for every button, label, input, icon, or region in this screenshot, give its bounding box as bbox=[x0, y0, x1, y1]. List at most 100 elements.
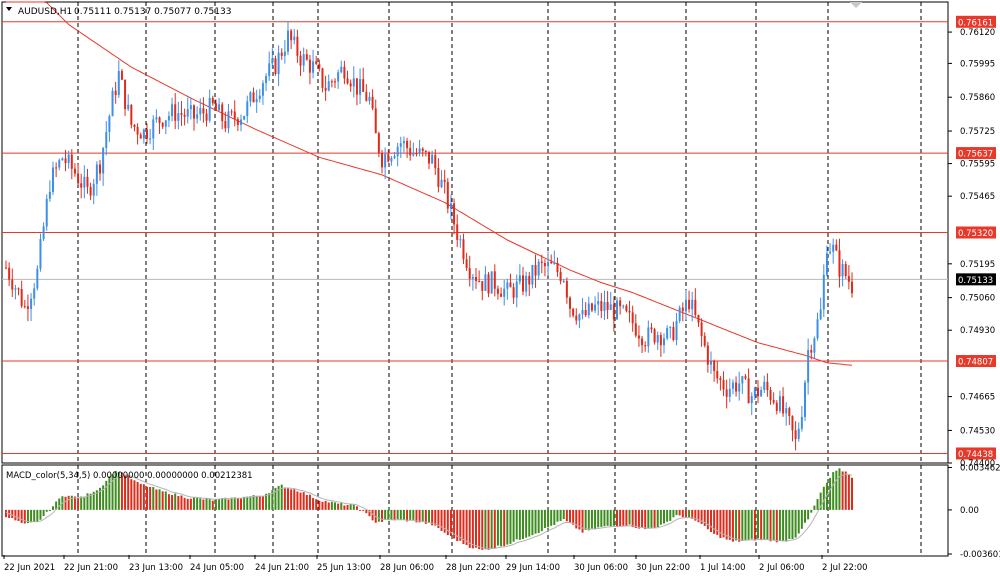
candle-body bbox=[666, 328, 669, 339]
macd-bar bbox=[120, 472, 123, 510]
candle-body bbox=[114, 90, 117, 95]
candle-body bbox=[537, 261, 540, 276]
macd-label: MACD_color(5,34,5) 0.00000000 0.00000000… bbox=[6, 471, 253, 481]
macd-bar bbox=[127, 475, 130, 510]
candle-body bbox=[431, 154, 434, 164]
candle-body bbox=[120, 71, 123, 80]
candle-body bbox=[697, 314, 700, 323]
macd-bar bbox=[183, 497, 186, 510]
macd-bar bbox=[393, 509, 396, 521]
macd-bar bbox=[340, 503, 343, 510]
candle-body bbox=[700, 322, 703, 336]
macd-bar bbox=[622, 509, 625, 526]
candle-body bbox=[612, 304, 615, 320]
candle-body bbox=[171, 104, 174, 117]
candle-body bbox=[274, 58, 277, 74]
candle-body bbox=[825, 253, 828, 275]
candle-body bbox=[747, 378, 750, 404]
candle-body bbox=[468, 268, 471, 279]
candle-body bbox=[832, 244, 835, 252]
scroll-marker-icon[interactable] bbox=[850, 2, 862, 8]
candle-body bbox=[493, 271, 496, 289]
macd-bar bbox=[659, 509, 662, 525]
time-tick-label: 22 Jun 2021 bbox=[4, 563, 55, 573]
candle-body bbox=[130, 104, 133, 125]
time-axis: 22 Jun 2021 22 Jun 21:00 23 Jun 13:00 24 Ju… bbox=[3, 555, 868, 573]
macd-bar bbox=[656, 509, 659, 528]
macd-bar bbox=[305, 494, 308, 510]
dropdown-arrow-icon[interactable] bbox=[6, 7, 12, 11]
candle-body bbox=[822, 274, 825, 310]
candle-body bbox=[841, 264, 844, 277]
candle-body bbox=[92, 183, 95, 196]
time-tick-label: 23 Jun 13:00 bbox=[129, 563, 183, 573]
candle-body bbox=[628, 310, 631, 313]
macd-bar bbox=[17, 509, 20, 521]
macd-bar bbox=[619, 509, 622, 527]
time-tick-label: 25 Jun 13:00 bbox=[317, 563, 371, 573]
candle-body bbox=[117, 71, 120, 95]
candle-body bbox=[813, 338, 816, 353]
macd-bar bbox=[562, 509, 565, 520]
macd-bar bbox=[569, 509, 571, 523]
macd-bar bbox=[597, 509, 600, 528]
macd-bar bbox=[399, 509, 402, 520]
candle-body bbox=[124, 79, 127, 110]
candle-body bbox=[681, 307, 684, 312]
macd-bar bbox=[719, 509, 722, 539]
level-label: 0.75637 bbox=[958, 150, 993, 160]
candle-body bbox=[33, 288, 36, 299]
macd-bar bbox=[224, 497, 227, 510]
candle-body bbox=[384, 154, 387, 168]
candle-body bbox=[453, 203, 456, 225]
macd-bar bbox=[308, 494, 311, 510]
macd-bar bbox=[352, 504, 355, 510]
candle-body bbox=[725, 389, 728, 397]
macd-bar bbox=[26, 509, 29, 524]
price-tick-label: 0.75725 bbox=[960, 127, 995, 137]
macd-bar bbox=[644, 509, 647, 530]
candle-body bbox=[728, 388, 731, 397]
macd-bar bbox=[58, 498, 61, 510]
candle-body bbox=[321, 68, 324, 88]
macd-bar bbox=[772, 509, 775, 541]
macd-bar bbox=[174, 493, 177, 510]
candle-body bbox=[346, 78, 349, 84]
macd-bar bbox=[158, 489, 161, 510]
candle-body bbox=[146, 129, 148, 139]
macd-bar bbox=[753, 509, 756, 541]
macd-bar bbox=[387, 509, 390, 520]
macd-bar bbox=[437, 509, 440, 529]
candle-body bbox=[675, 320, 678, 340]
macd-bar bbox=[252, 495, 255, 510]
candle-body bbox=[835, 244, 838, 251]
time-tick-label: 2 Jul 22:00 bbox=[822, 563, 868, 573]
macd-bar bbox=[268, 493, 271, 510]
macd-bar bbox=[669, 509, 672, 521]
candle-body bbox=[42, 226, 45, 240]
candle-body bbox=[753, 387, 756, 397]
macd-bar bbox=[149, 486, 152, 510]
candle-body bbox=[547, 261, 550, 267]
macd-bar bbox=[421, 509, 424, 523]
candle-body bbox=[268, 63, 271, 77]
candle-body bbox=[522, 275, 524, 292]
macd-bar bbox=[5, 509, 7, 518]
macd-bar bbox=[540, 509, 543, 532]
candle-body bbox=[224, 121, 227, 129]
macd-bar bbox=[42, 509, 45, 516]
macd-bar bbox=[747, 509, 750, 540]
candle-body bbox=[760, 389, 763, 397]
candle-body bbox=[829, 251, 832, 254]
candle-body bbox=[189, 105, 192, 110]
macd-bar bbox=[594, 509, 597, 530]
macd-bar bbox=[11, 509, 14, 518]
candle-body bbox=[86, 176, 89, 187]
macd-bar bbox=[807, 509, 810, 520]
candle-body bbox=[67, 154, 70, 164]
macd-bar bbox=[456, 509, 459, 542]
candle-body bbox=[155, 117, 158, 120]
time-tick-label: 28 Jun 06:00 bbox=[380, 563, 434, 573]
candle-body bbox=[280, 52, 283, 56]
